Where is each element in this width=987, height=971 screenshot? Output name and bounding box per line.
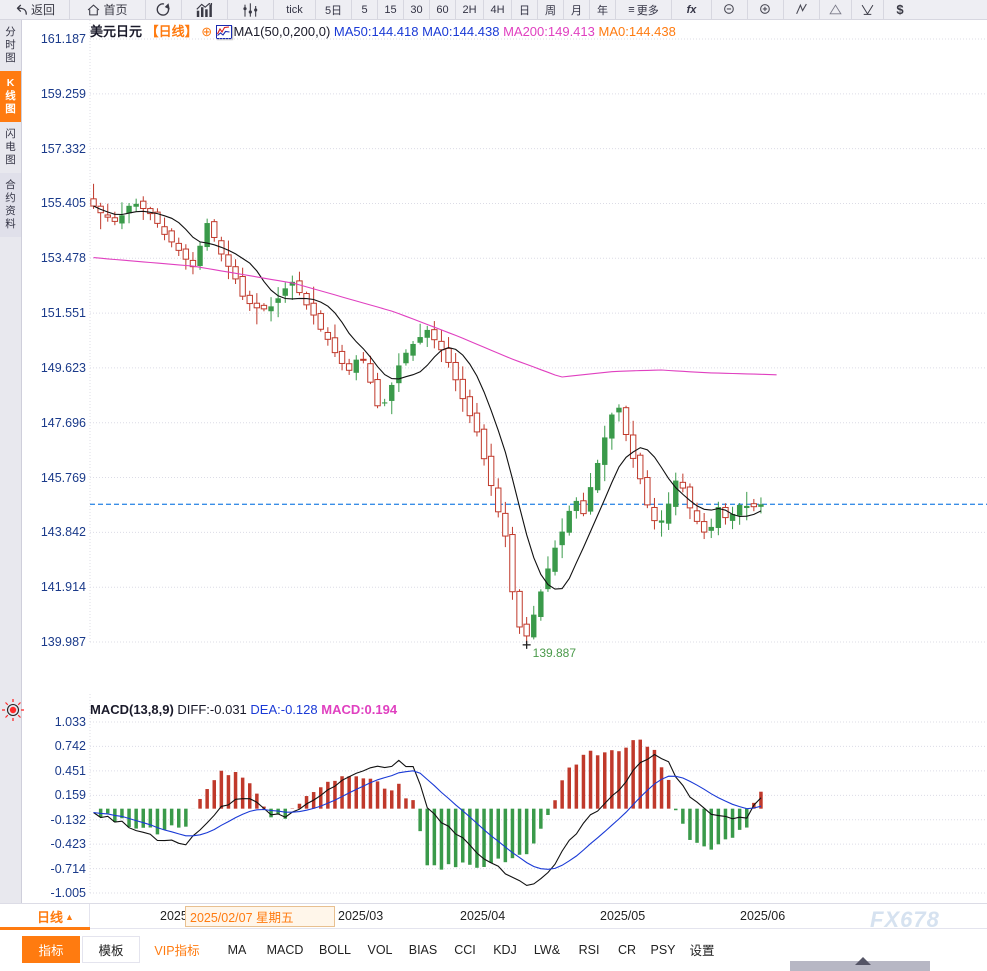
svg-text:139.887: 139.887 (533, 646, 577, 660)
